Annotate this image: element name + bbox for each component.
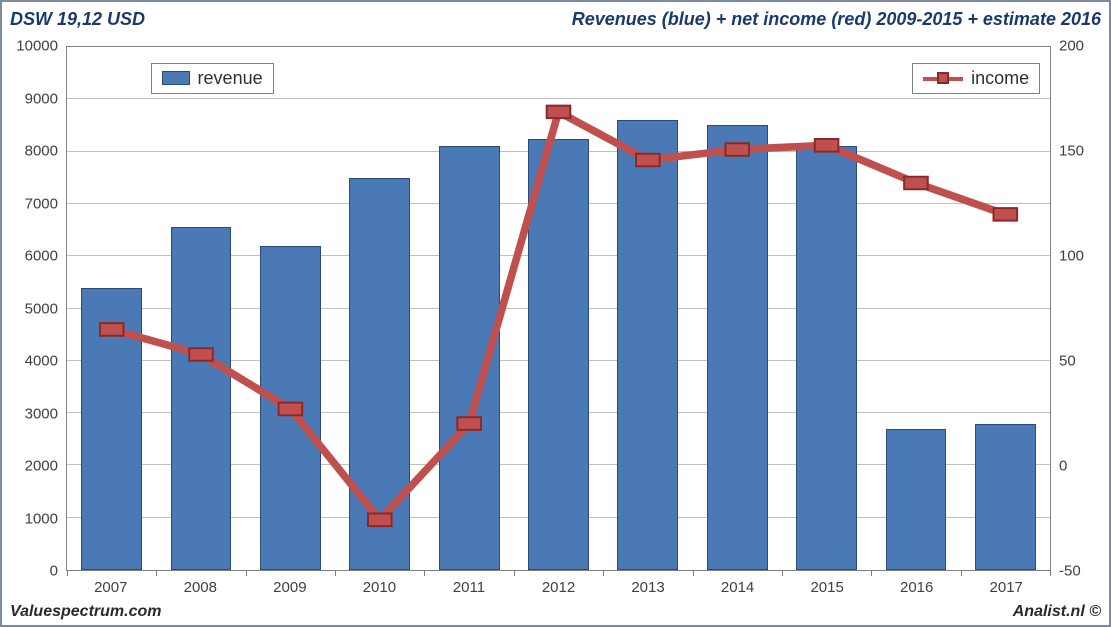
footer-left: Valuespectrum.com	[10, 603, 161, 621]
revenue-bar	[707, 125, 768, 570]
legend-label: income	[971, 68, 1029, 89]
x-tick-label: 2011	[453, 579, 485, 596]
header-title-right: Revenues (blue) + net income (red) 2009-…	[572, 9, 1101, 30]
y-axis-right-labels: -50050100150200	[1055, 36, 1099, 571]
chart-container: DSW 19,12 USD Revenues (blue) + net inco…	[0, 0, 1111, 627]
revenue-bar	[975, 424, 1036, 570]
y-right-tick-label: 0	[1059, 458, 1067, 475]
legend-label: revenue	[198, 68, 263, 89]
y-left-tick-label: 5000	[25, 300, 58, 317]
y-axis-left-labels: 0100020003000400050006000700080009000100…	[12, 36, 62, 571]
y-right-tick-label: 50	[1059, 353, 1076, 370]
header: DSW 19,12 USD Revenues (blue) + net inco…	[2, 6, 1109, 32]
revenue-bar	[886, 429, 947, 570]
y-left-tick-label: 10000	[16, 38, 58, 55]
grid-line	[67, 98, 1050, 99]
plot-region: 0100020003000400050006000700080009000100…	[12, 36, 1099, 599]
revenue-bar	[528, 139, 589, 570]
y-right-tick-label: 200	[1059, 38, 1084, 55]
x-tick-label: 2017	[990, 579, 1023, 596]
header-title-left: DSW 19,12 USD	[10, 9, 145, 30]
revenue-bar	[349, 178, 410, 570]
revenue-bar	[81, 288, 142, 570]
y-left-tick-label: 0	[50, 563, 58, 580]
revenue-bar	[171, 227, 232, 570]
y-left-tick-label: 7000	[25, 195, 58, 212]
x-tick-label: 2013	[631, 579, 664, 596]
y-left-tick-label: 9000	[25, 90, 58, 107]
x-tick-label: 2016	[900, 579, 933, 596]
y-left-tick-label: 8000	[25, 143, 58, 160]
revenue-bar	[260, 246, 321, 570]
y-left-tick-label: 2000	[25, 458, 58, 475]
x-axis-labels: 2007 2008 2009 2010 2011 2012 2013 2014 2015 2016…	[66, 575, 1051, 599]
revenue-bar	[617, 120, 678, 570]
legend-swatch-bar	[162, 71, 190, 85]
x-tick-label: 2010	[363, 579, 396, 596]
y-right-tick-label: 150	[1059, 143, 1084, 160]
footer-right: Analist.nl ©	[1013, 603, 1101, 621]
plot-area: revenue income	[66, 46, 1051, 571]
revenue-bar	[796, 146, 857, 570]
y-left-tick-label: 1000	[25, 510, 58, 527]
legend-revenue: revenue	[151, 63, 274, 94]
y-left-tick-label: 6000	[25, 248, 58, 265]
x-tick-label: 2012	[542, 579, 575, 596]
y-right-tick-label: -50	[1059, 563, 1081, 580]
x-tick-label: 2015	[810, 579, 843, 596]
x-tick-label: 2009	[273, 579, 306, 596]
x-tick-label: 2007	[94, 579, 127, 596]
y-left-tick-label: 4000	[25, 353, 58, 370]
x-tick-label: 2014	[721, 579, 754, 596]
revenue-bar	[439, 146, 500, 570]
legend-income: income	[912, 63, 1040, 94]
footer: Valuespectrum.com Analist.nl ©	[2, 601, 1109, 623]
y-left-tick-label: 3000	[25, 405, 58, 422]
x-tick-label: 2008	[184, 579, 217, 596]
legend-swatch-line	[923, 69, 963, 87]
y-right-tick-label: 100	[1059, 248, 1084, 265]
